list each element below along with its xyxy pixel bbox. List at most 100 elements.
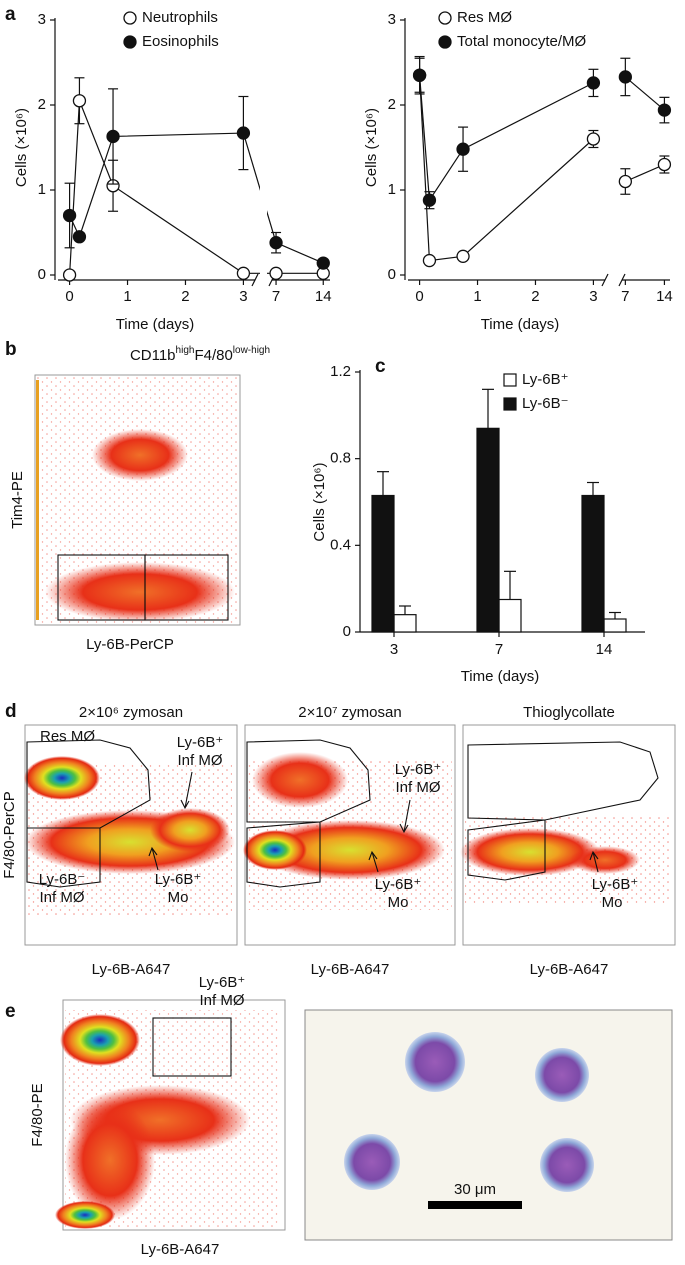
annotation: Ly-6B⁺: [177, 734, 224, 751]
title-part: F4/80: [194, 347, 232, 364]
marker: [586, 132, 601, 146]
legend-swatch: [503, 397, 517, 411]
scale-bar: [428, 1201, 522, 1209]
x-tick-label: 2: [181, 288, 189, 305]
panel-e: e Ly-6B⁺ Inf MØ Ly-6B-A647 F4/80-PE 30 μ…: [5, 974, 673, 1258]
y-tick-label: 0: [388, 266, 396, 283]
plot-title: 2×10⁶ zymosan: [79, 704, 183, 721]
y-tick-label: 2: [388, 96, 396, 113]
x-tick-label: 14: [656, 288, 673, 305]
population: [243, 830, 307, 870]
population: [55, 1201, 115, 1229]
y-tick-label: 2: [38, 96, 46, 113]
x-axis-label: Ly-6B-A647: [92, 961, 171, 978]
population: [45, 562, 235, 622]
cell: [535, 1048, 589, 1102]
y-tick-label: 0: [38, 266, 46, 283]
events: [36, 380, 39, 620]
y-tick-label: 1: [38, 181, 46, 198]
x-tick-label: 3: [239, 288, 247, 305]
legend-swatch: [503, 373, 517, 387]
x-tick-label: 3: [589, 288, 597, 305]
annotation: Inf MØ: [395, 779, 440, 796]
legend-marker: [438, 35, 452, 49]
bar: [393, 614, 417, 633]
cell: [405, 1032, 465, 1092]
x-axis-label: Time (days): [116, 316, 195, 333]
x-axis-label: Ly-6B-A647: [311, 961, 390, 978]
annotation: Ly-6B⁺: [592, 876, 639, 893]
plot-title: CD11bhighF4/80low-high: [130, 345, 270, 364]
y-tick-label: 1: [388, 181, 396, 198]
marker: [106, 129, 120, 144]
annotation: Mo: [602, 894, 623, 911]
annotation: Ly-6B⁺: [155, 871, 202, 888]
gate: [144, 554, 229, 621]
population: [255, 820, 445, 880]
marker: [316, 256, 330, 270]
gate: [246, 739, 371, 888]
arrow: [148, 846, 159, 871]
panel-label: b: [5, 339, 17, 360]
x-tick-label: 7: [272, 288, 280, 305]
panel-label: c: [375, 356, 386, 377]
annotation: Ly-6B⁺: [395, 761, 442, 778]
bar: [476, 427, 500, 633]
y-tick-label: 0.4: [330, 536, 351, 553]
cell: [540, 1138, 594, 1192]
marker: [618, 174, 632, 189]
y-axis-label: F4/80-PerCP: [1, 791, 18, 879]
legend-marker: [123, 35, 137, 49]
arrow: [368, 850, 379, 873]
population: [150, 808, 230, 852]
axis-break: [251, 273, 259, 287]
legend-label: Total monocyte/MØ: [457, 33, 587, 50]
cell: [344, 1134, 400, 1190]
annotation: Ly-6B⁺: [375, 876, 422, 893]
y-tick-label: 3: [388, 11, 396, 28]
scale-label: 30 μm: [454, 1181, 496, 1198]
legend-label: Ly-6B⁺: [522, 371, 569, 388]
legend-label: Neutrophils: [142, 9, 218, 26]
x-tick-label: 1: [123, 288, 131, 305]
y-tick-label: 3: [38, 11, 46, 28]
population: [24, 756, 100, 800]
x-tick-label: 0: [415, 288, 423, 305]
series-line: [418, 75, 665, 202]
panel-label: e: [5, 1001, 16, 1022]
x-tick-label: 14: [596, 641, 613, 658]
x-axis-label: Time (days): [461, 668, 540, 685]
x-tick-label: 14: [315, 288, 332, 305]
annotation: Mo: [168, 889, 189, 906]
x-tick-label: 3: [390, 641, 398, 658]
arrow: [180, 771, 193, 810]
annotation: Inf MØ: [39, 889, 84, 906]
bar: [498, 598, 522, 633]
y-axis-label: Cells (×10⁶): [311, 462, 328, 541]
population: [60, 1014, 140, 1066]
panel-b: b CD11bhighF4/80low-high Ly-6B-PerCP Tim…: [5, 339, 270, 653]
plot-title: Thioglycollate: [523, 704, 615, 721]
y-axis-label: Tim4-PE: [9, 471, 26, 529]
annotation: Ly-6B⁻: [39, 871, 86, 888]
marker: [72, 230, 87, 244]
gate: [152, 1017, 232, 1077]
marker: [422, 253, 437, 268]
axis-gap: [260, 15, 267, 285]
gate: [26, 739, 151, 888]
arrow: [399, 799, 411, 834]
arrow: [589, 850, 599, 873]
panel-label: d: [5, 701, 17, 722]
marker: [236, 266, 251, 280]
bar: [603, 618, 627, 633]
y-axis-label: Cells (×10⁶): [363, 108, 380, 187]
marker: [456, 249, 470, 263]
y-axis-label: Cells (×10⁶): [13, 108, 30, 187]
legend-label: Res MØ: [457, 9, 512, 26]
legend-marker: [438, 11, 452, 25]
marker: [657, 103, 672, 117]
marker: [62, 268, 77, 282]
x-tick-label: 7: [621, 288, 629, 305]
marker: [657, 157, 672, 172]
